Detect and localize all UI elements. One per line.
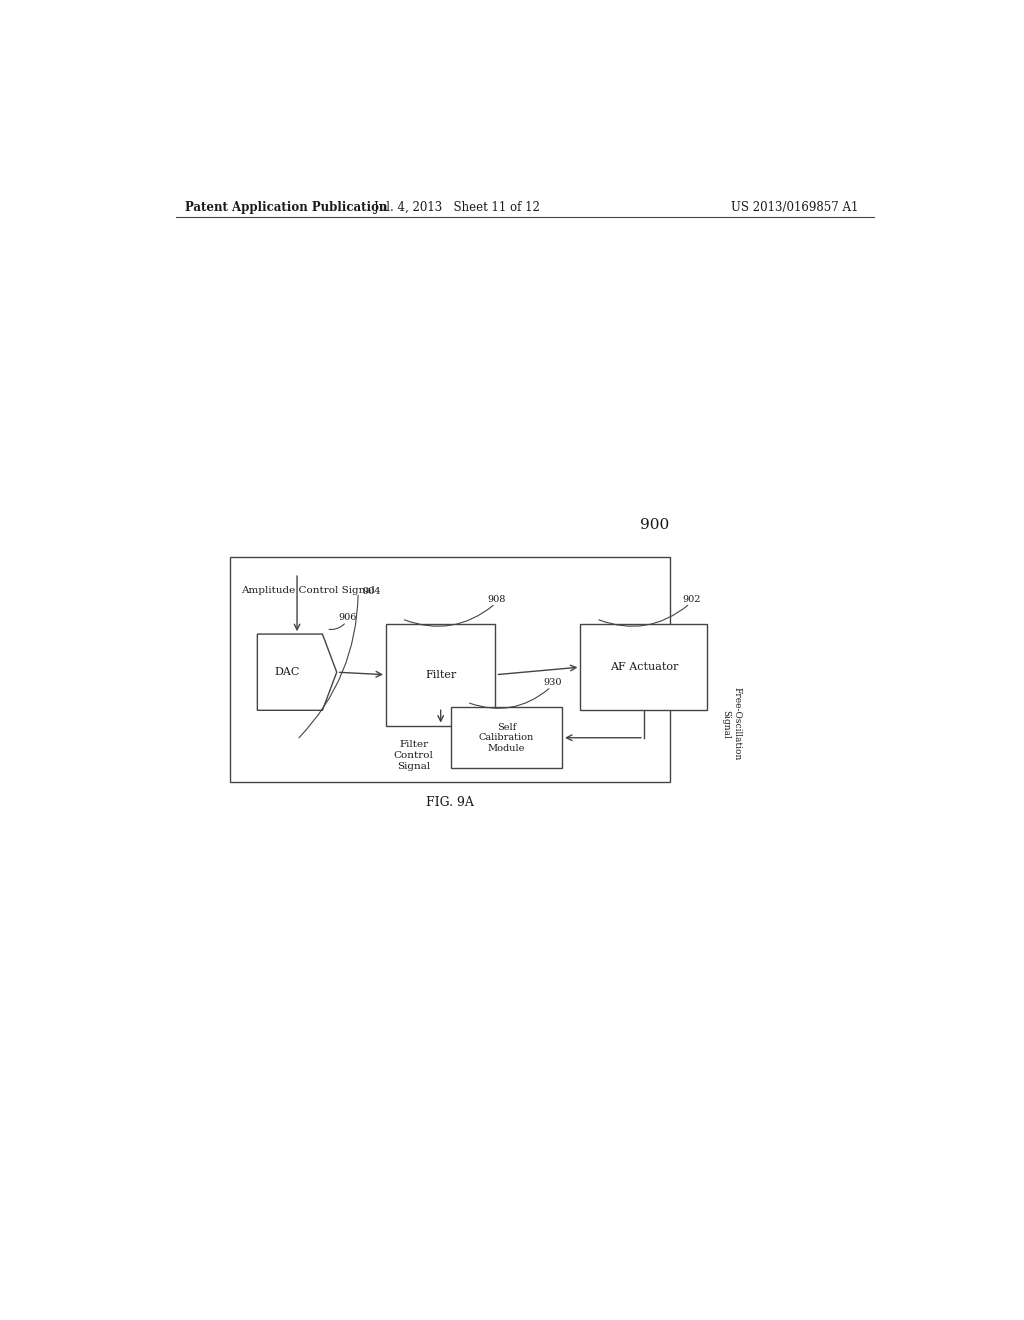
Text: AF Actuator: AF Actuator <box>609 663 678 672</box>
Text: 908: 908 <box>487 594 506 603</box>
Text: Patent Application Publication: Patent Application Publication <box>185 201 388 214</box>
Text: 902: 902 <box>682 594 700 603</box>
Text: Amplitude Control Signal: Amplitude Control Signal <box>242 586 376 595</box>
Text: 900: 900 <box>640 519 669 532</box>
Bar <box>451 708 562 768</box>
Text: Free-Oscillation
Signal: Free-Oscillation Signal <box>722 688 741 760</box>
Text: 904: 904 <box>362 587 381 597</box>
Text: Self
Calibration
Module: Self Calibration Module <box>479 723 535 752</box>
Text: FIG. 9A: FIG. 9A <box>426 796 474 809</box>
Bar <box>386 624 496 726</box>
Text: Jul. 4, 2013   Sheet 11 of 12: Jul. 4, 2013 Sheet 11 of 12 <box>375 201 541 214</box>
Bar <box>229 557 670 783</box>
Text: Filter: Filter <box>425 669 457 680</box>
Bar <box>581 624 708 710</box>
Text: DAC: DAC <box>274 667 299 677</box>
Text: 906: 906 <box>338 612 356 622</box>
Text: US 2013/0169857 A1: US 2013/0169857 A1 <box>731 201 858 214</box>
Text: 930: 930 <box>543 678 561 686</box>
Polygon shape <box>257 634 337 710</box>
Text: Filter
Control
Signal: Filter Control Signal <box>394 739 433 771</box>
